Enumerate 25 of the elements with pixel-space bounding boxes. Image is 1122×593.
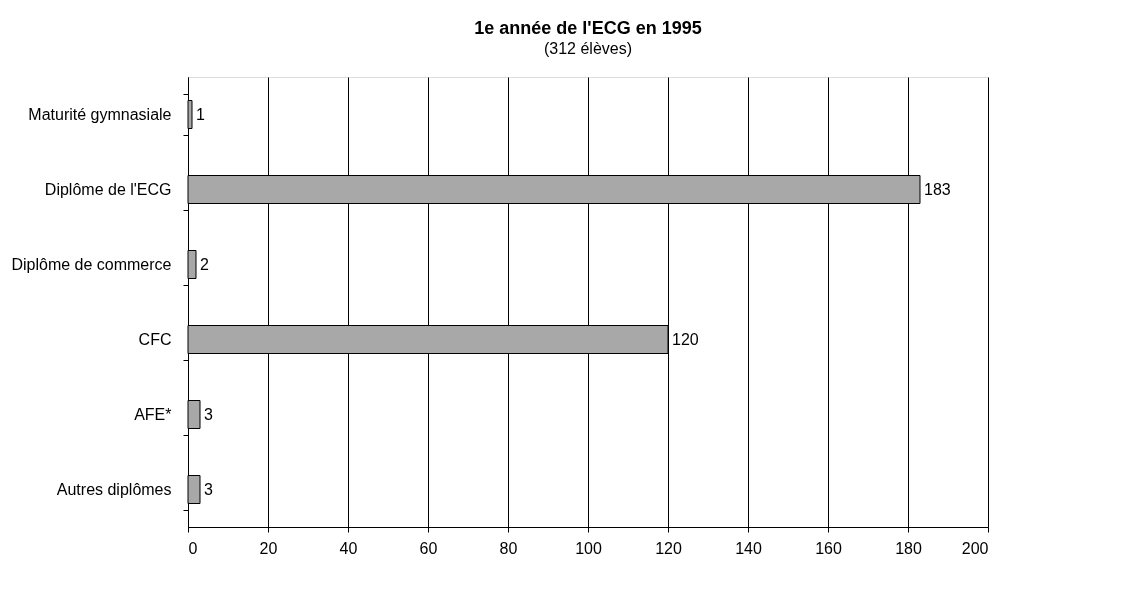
x-tick-label: 160 [815, 539, 842, 557]
x-tick-label: 120 [655, 539, 682, 557]
x-tick-label: 0 [188, 539, 198, 557]
x-tick-label: 20 [259, 539, 278, 557]
x-tick-label: 180 [895, 539, 922, 557]
data-label: 120 [672, 330, 699, 348]
y-tick-label: AFE* [134, 406, 172, 423]
x-tick-label: 40 [339, 539, 358, 557]
x-tick-label: 80 [499, 539, 518, 557]
data-label: 2 [200, 255, 209, 273]
data-label: 3 [204, 405, 213, 423]
x-tick-label: 60 [419, 539, 438, 557]
chart-title: 1e année de l'ECG en 1995 [474, 18, 702, 38]
data-label: 183 [924, 180, 951, 198]
y-tick-label: Autres diplômes [56, 481, 172, 498]
x-tick-label: 200 [961, 539, 989, 557]
y-tick-label: CFC [138, 331, 172, 348]
x-tick-label: 140 [735, 539, 762, 557]
data-label: 1 [196, 105, 205, 123]
data-label: 3 [204, 480, 213, 498]
y-tick-label: Diplôme de l'ECG [44, 181, 172, 198]
x-tick-label: 100 [575, 539, 602, 557]
y-tick-label: Maturité gymnasiale [28, 106, 172, 123]
y-tick-label: Diplôme de commerce [11, 256, 172, 273]
chart-subtitle: (312 élèves) [543, 40, 633, 57]
